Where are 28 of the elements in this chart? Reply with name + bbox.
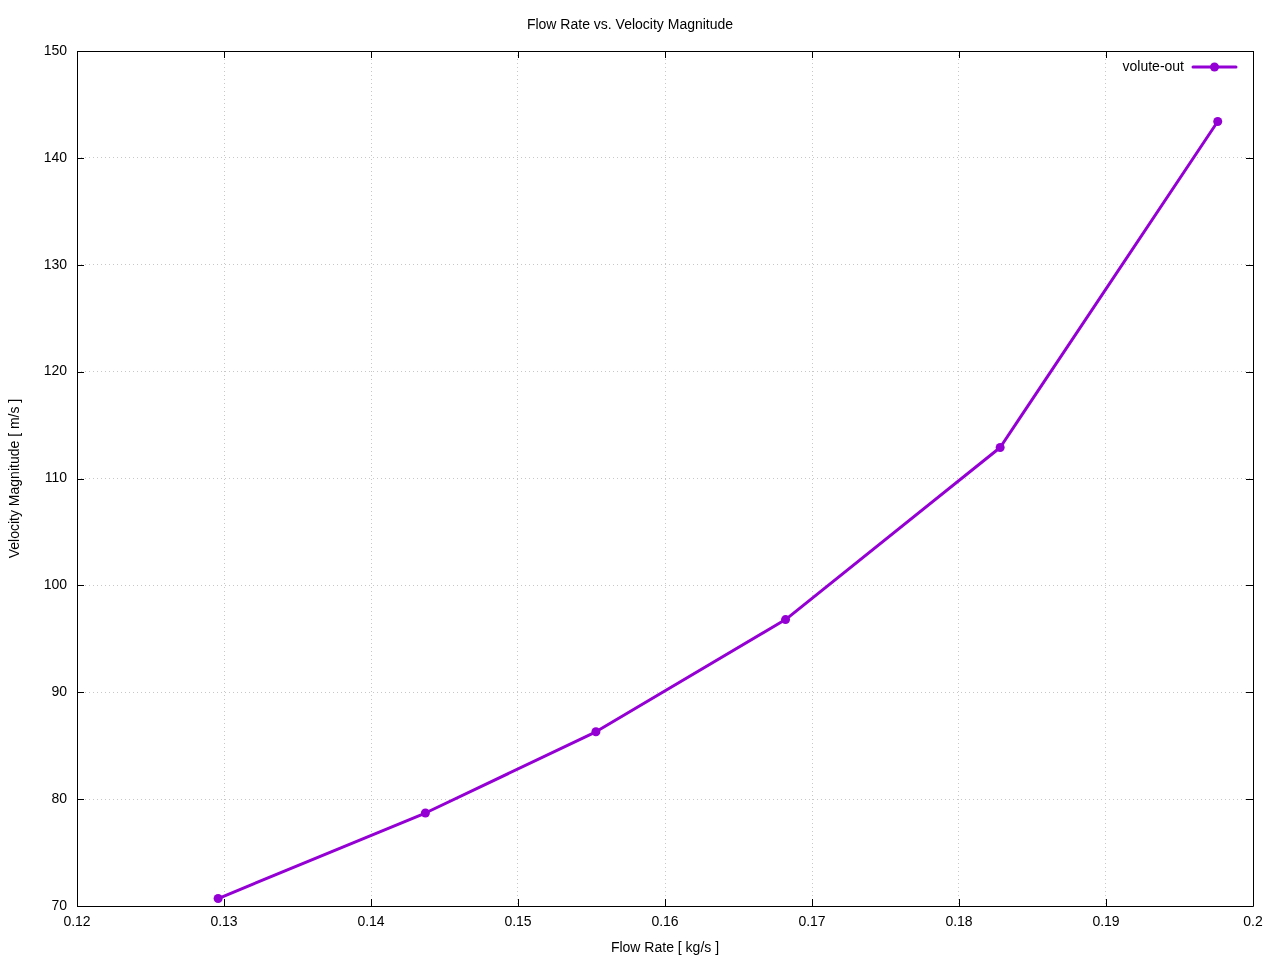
- x-tick-label: 0.17: [798, 913, 826, 930]
- point: [213, 894, 223, 904]
- y-tick-label: 80: [51, 789, 68, 806]
- x-tick-label: 0.16: [651, 913, 679, 930]
- y-tick-label: 130: [43, 255, 68, 272]
- y-tick-label: 140: [43, 148, 68, 165]
- x-tick-label: 0.15: [504, 913, 532, 930]
- x-tick-label: 0.2: [1243, 913, 1263, 930]
- x-tick-label: 0.12: [63, 913, 91, 930]
- y-tick-label: 150: [43, 41, 68, 58]
- x-tick-label: 0.13: [210, 913, 238, 930]
- y-tick-label: 100: [43, 576, 68, 593]
- y-axis-title: Velocity Magnitude [ m/s ]: [6, 398, 23, 559]
- point: [781, 615, 791, 625]
- y-tick-label: 90: [51, 683, 68, 700]
- legend-label: volute-out: [1122, 57, 1185, 74]
- x-tick-label: 0.18: [945, 913, 973, 930]
- x-tick-label: 0.14: [357, 913, 385, 930]
- chart-title: Flow Rate vs. Velocity Magnitude: [526, 16, 734, 33]
- y-tick-label: 70: [51, 896, 68, 913]
- x-tick-label: 0.19: [1092, 913, 1120, 930]
- point: [420, 808, 430, 818]
- point: [1213, 117, 1223, 127]
- y-tick-label: 110: [44, 469, 68, 486]
- point: [995, 443, 1005, 453]
- x-axis-title: Flow Rate [ kg/s ]: [610, 939, 720, 956]
- point: [591, 727, 601, 737]
- y-tick-label: 120: [43, 362, 68, 379]
